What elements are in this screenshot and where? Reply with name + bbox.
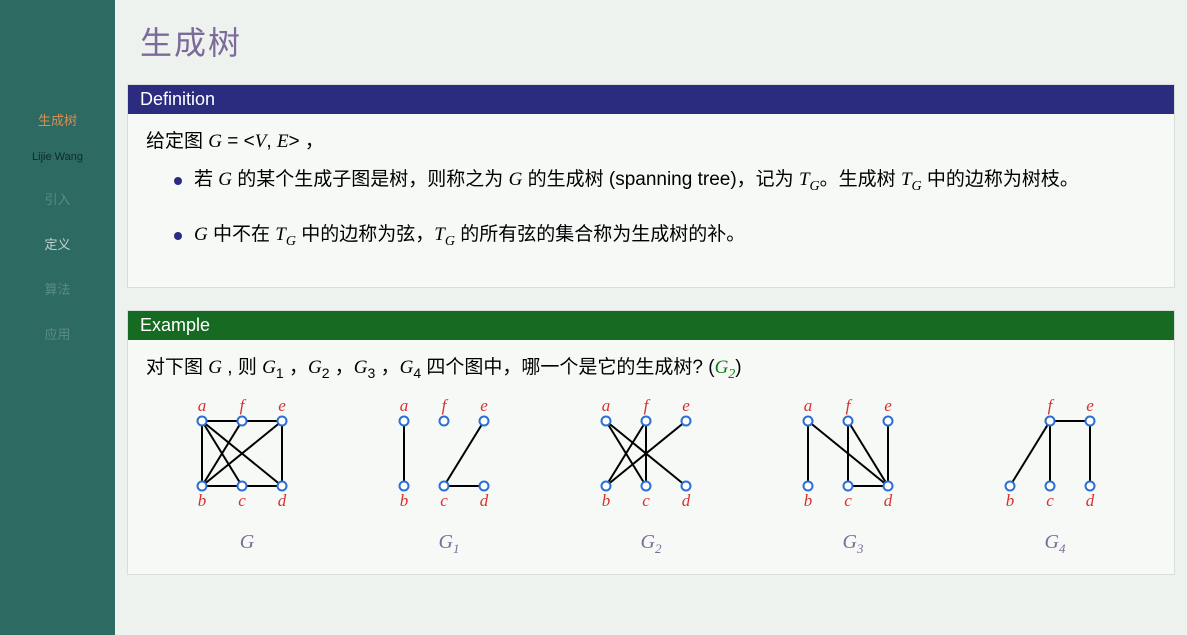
bullet-icon (174, 177, 182, 185)
svg-text:d: d (278, 491, 287, 510)
sidebar-item-引入[interactable]: 引入 (44, 189, 70, 208)
example-answer: G (715, 357, 729, 378)
sidebar-author: Lijie Wang (32, 151, 83, 163)
graph-G1: a f e b c d G1 (374, 391, 524, 560)
svg-text:c: c (238, 491, 246, 510)
svg-text:b: b (198, 491, 207, 510)
definition-header: Definition (128, 85, 1174, 114)
bullet-text: 若 G 的某个生成子图是树，则称之为 G 的生成树 (spanning tree… (194, 164, 1156, 199)
graph-svg: a f e b c d (374, 391, 524, 521)
svg-text:c: c (1046, 491, 1054, 510)
svg-text:c: c (844, 491, 852, 510)
svg-text:d: d (480, 491, 489, 510)
svg-text:e: e (884, 396, 892, 415)
svg-text:f: f (240, 396, 247, 415)
graph-G4: f e b c d G4 (980, 391, 1130, 560)
main-content: 生成树 Definition 给定图 G = <V, E> ， 若 G 的某个生… (115, 0, 1187, 635)
graph-caption: G1 (439, 525, 460, 560)
definition-body: 给定图 G = <V, E> ， 若 G 的某个生成子图是树，则称之为 G 的生… (128, 114, 1174, 287)
graph-row: a f e b c d Ga f e b c d G1 a f e b c d G2 a f e b c d G3 f e b c d G4 (146, 391, 1156, 560)
svg-text:d: d (884, 491, 893, 510)
svg-text:b: b (602, 491, 611, 510)
svg-text:e: e (1086, 396, 1094, 415)
svg-text:a: a (198, 396, 207, 415)
page-title: 生成树 (140, 18, 1187, 64)
svg-text:a: a (804, 396, 813, 415)
svg-text:d: d (1086, 491, 1095, 510)
graph-svg: f e b c d (980, 391, 1130, 521)
svg-text:e: e (278, 396, 286, 415)
bullet-text: G 中不在 TG 中的边称为弦，TG 的所有弦的集合称为生成树的补。 (194, 219, 1156, 254)
definition-bullets: 若 G 的某个生成子图是树，则称之为 G 的生成树 (spanning tree… (174, 164, 1156, 253)
svg-text:f: f (846, 396, 853, 415)
graph-caption: G (240, 525, 254, 559)
svg-text:f: f (644, 396, 651, 415)
sidebar: 生成树 Lijie Wang 引入定义算法应用 (0, 0, 115, 635)
graph-caption: G4 (1045, 525, 1066, 560)
svg-text:b: b (1006, 491, 1015, 510)
svg-text:a: a (400, 396, 409, 415)
example-block: Example 对下图 G , 则 G1 ，G2 ，G3 ，G4 四个图中，哪一… (127, 310, 1175, 575)
example-question: 对下图 G , 则 G1 ，G2 ，G3 ，G4 四个图中，哪一个是它的生成树?… (146, 352, 1156, 387)
sidebar-title: 生成树 (38, 110, 77, 129)
svg-text:b: b (804, 491, 813, 510)
sidebar-item-定义[interactable]: 定义 (44, 234, 70, 253)
example-body: 对下图 G , 则 G1 ，G2 ，G3 ，G4 四个图中，哪一个是它的生成树?… (128, 340, 1174, 574)
svg-text:e: e (480, 396, 488, 415)
graph-G2: a f e b c d G2 (576, 391, 726, 560)
svg-text:e: e (682, 396, 690, 415)
definition-bullet: G 中不在 TG 中的边称为弦，TG 的所有弦的集合称为生成树的补。 (174, 219, 1156, 254)
svg-text:c: c (642, 491, 650, 510)
definition-intro: 给定图 G = <V, E> ， (146, 126, 1156, 158)
graph-G: a f e b c d G (172, 391, 322, 559)
graph-svg: a f e b c d (576, 391, 726, 521)
sidebar-item-应用[interactable]: 应用 (44, 324, 70, 343)
svg-text:f: f (1048, 396, 1055, 415)
sidebar-item-算法[interactable]: 算法 (44, 279, 70, 298)
svg-text:b: b (400, 491, 409, 510)
definition-block: Definition 给定图 G = <V, E> ， 若 G 的某个生成子图是… (127, 84, 1175, 288)
svg-text:d: d (682, 491, 691, 510)
svg-text:a: a (602, 396, 611, 415)
svg-text:f: f (442, 396, 449, 415)
definition-bullet: 若 G 的某个生成子图是树，则称之为 G 的生成树 (spanning tree… (174, 164, 1156, 199)
graph-G3: a f e b c d G3 (778, 391, 928, 560)
graph-svg: a f e b c d (172, 391, 322, 521)
graph-caption: G3 (843, 525, 864, 560)
bullet-icon (174, 232, 182, 240)
svg-text:c: c (440, 491, 448, 510)
graph-svg: a f e b c d (778, 391, 928, 521)
slide-page: 生成树 Lijie Wang 引入定义算法应用 生成树 Definition 给… (0, 0, 1187, 635)
graph-caption: G2 (641, 525, 662, 560)
example-header: Example (128, 311, 1174, 340)
